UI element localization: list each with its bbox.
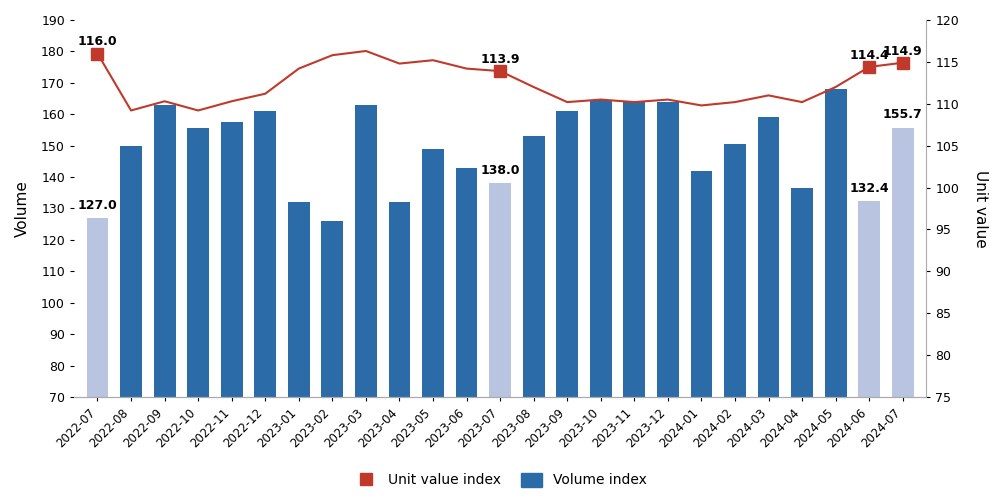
Bar [891,128,913,397]
Bar [220,122,242,397]
Bar [656,102,678,397]
Bar [422,149,444,397]
Text: 114.4: 114.4 [849,49,888,62]
Text: 116.0: 116.0 [77,36,117,49]
Bar [522,136,544,397]
Bar [187,128,208,397]
Text: 138.0: 138.0 [480,164,519,177]
Bar [824,89,846,397]
Y-axis label: Volume: Volume [15,180,30,237]
Bar [86,218,108,397]
Text: 132.4: 132.4 [849,182,888,194]
Text: 114.9: 114.9 [882,44,922,58]
Bar [489,184,510,397]
Bar [757,118,779,397]
Bar [120,146,142,397]
Bar [455,168,477,397]
Text: 127.0: 127.0 [77,198,117,211]
Legend: Unit value index, Volume index: Unit value index, Volume index [350,467,652,493]
Text: 113.9: 113.9 [480,53,519,66]
Bar [623,102,644,397]
Bar [556,111,577,397]
Bar [791,188,813,397]
Bar [723,144,745,397]
Bar [255,111,276,397]
Bar [153,105,175,397]
Bar [321,221,343,397]
Bar [858,201,879,397]
Text: 155.7: 155.7 [882,108,922,122]
Y-axis label: Unit value: Unit value [972,170,987,248]
Bar [388,202,410,397]
Bar [689,171,711,397]
Bar [355,105,377,397]
Bar [288,202,310,397]
Bar [589,100,611,397]
